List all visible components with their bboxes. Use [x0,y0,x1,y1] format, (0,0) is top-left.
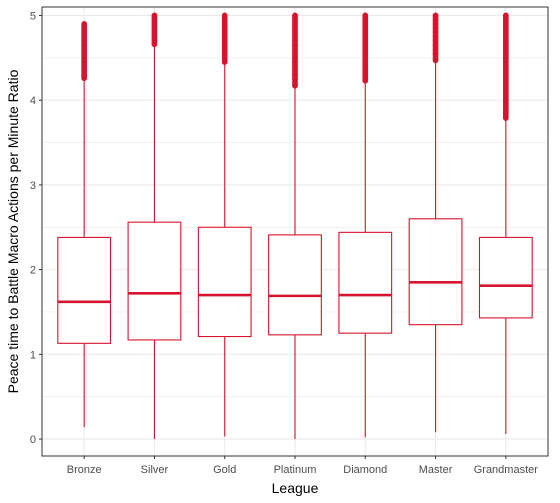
x-tick-label-platinum: Platinum [274,464,317,476]
x-tick-label-bronze: Bronze [67,464,102,476]
box-diamond [338,12,393,438]
box-gold [197,12,252,437]
box-bronze [57,21,112,428]
y-axis-title: Peace time to Battle Macro Actions per M… [5,69,21,393]
x-tick-label-gold: Gold [213,464,236,476]
box-iqr [268,234,322,336]
y-axis: 0 1 2 3 4 5 [30,10,42,446]
box-silver [127,12,182,440]
y-tick-label: 1 [30,349,36,361]
box-platinum [268,12,322,440]
box-iqr [197,226,252,338]
box-iqr [57,236,112,344]
box-iqr [338,231,393,334]
x-tick-label-silver: Silver [141,464,169,476]
box-iqr [127,221,182,341]
box-iqr [408,218,463,326]
y-tick-label: 5 [30,10,36,22]
box-master [408,12,463,433]
y-tick-label: 4 [30,95,36,107]
x-tick-label-grandmaster: Grandmaster [474,464,539,476]
boxes-group [57,12,533,440]
x-axis-title: League [272,480,319,496]
y-tick-label: 0 [30,434,36,446]
box-iqr [478,236,533,319]
y-tick-label: 2 [30,265,36,277]
x-tick-label-diamond: Diamond [343,464,387,476]
x-tick-label-master: Master [419,464,453,476]
box-grandmaster [478,12,533,434]
y-tick-label: 3 [30,180,36,192]
x-axis: Bronze Silver Gold Platinum Diamond Master Gra… [67,456,539,476]
